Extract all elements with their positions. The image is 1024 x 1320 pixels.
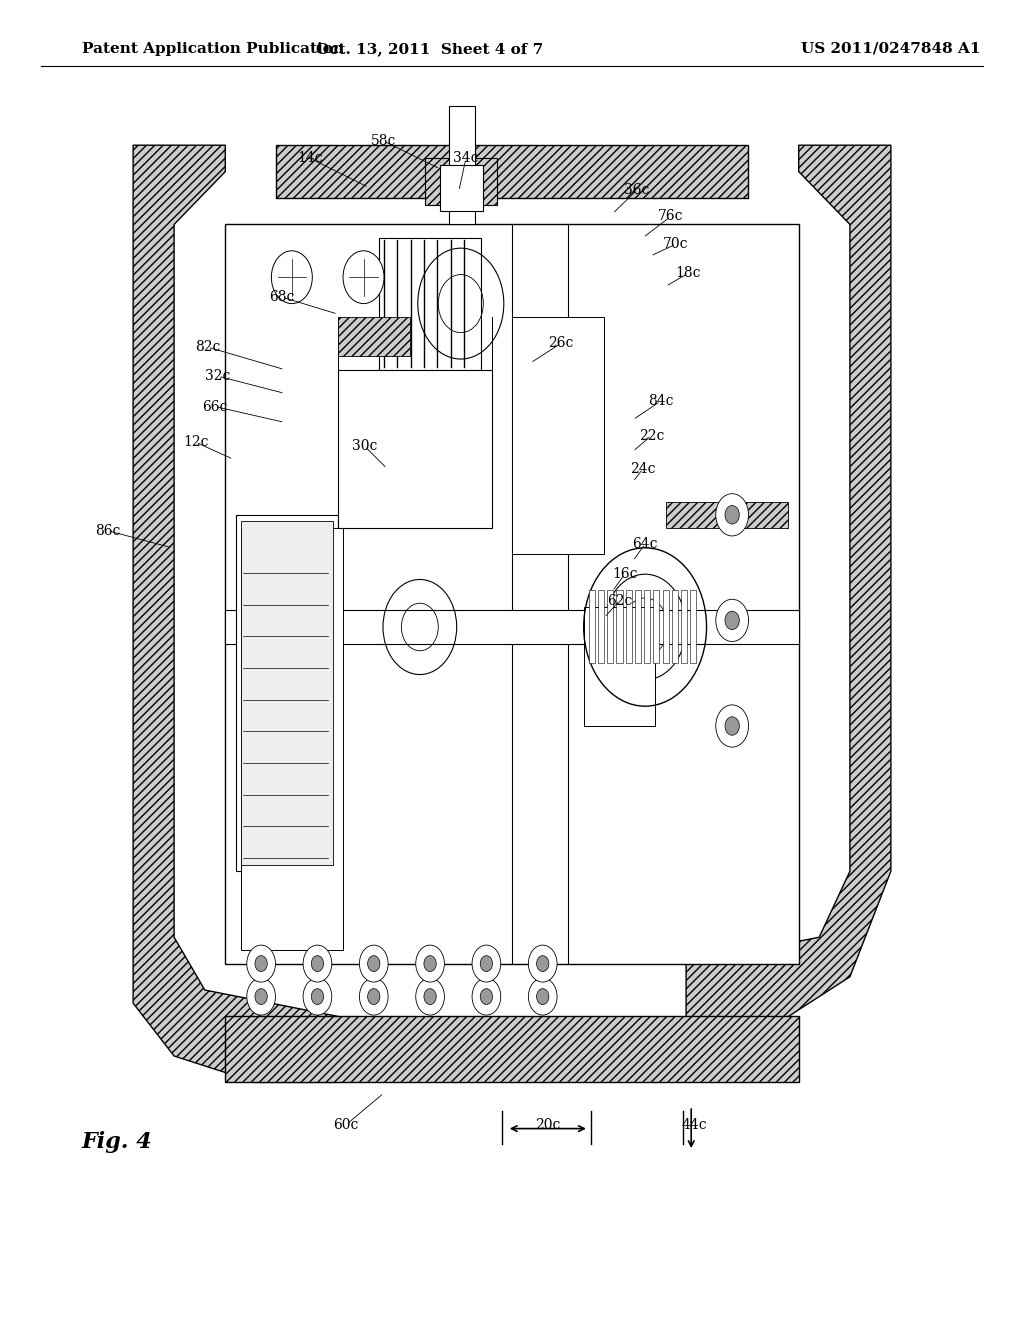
Bar [449,106,475,224]
Text: 22c: 22c [639,429,664,442]
Bar [241,528,343,950]
Circle shape [528,945,557,982]
Circle shape [725,506,739,524]
Circle shape [528,978,557,1015]
Polygon shape [666,502,788,528]
Text: 66c: 66c [203,400,227,413]
Circle shape [359,978,388,1015]
Circle shape [716,705,749,747]
Text: 16c: 16c [612,568,637,581]
Circle shape [311,989,324,1005]
Bar [440,165,483,211]
Text: 32c: 32c [206,370,230,383]
Circle shape [424,956,436,972]
Circle shape [472,978,501,1015]
Bar [690,590,696,663]
Bar [663,590,669,663]
Text: 12c: 12c [183,436,208,449]
Circle shape [424,989,436,1005]
Text: 36c: 36c [625,183,649,197]
Circle shape [271,251,312,304]
Polygon shape [686,145,891,1030]
Text: Patent Application Publication: Patent Application Publication [82,42,344,55]
Text: US 2011/0247848 A1: US 2011/0247848 A1 [801,42,981,55]
Bar [225,610,799,644]
Circle shape [255,956,267,972]
Text: 14c: 14c [297,152,324,165]
Text: 34c: 34c [454,152,478,165]
Bar [589,590,595,663]
Bar [653,590,659,663]
Circle shape [368,956,380,972]
Bar [607,590,613,663]
Circle shape [725,611,739,630]
Circle shape [537,989,549,1005]
Polygon shape [276,145,748,198]
Polygon shape [225,1016,799,1082]
Polygon shape [133,145,338,1082]
Circle shape [303,978,332,1015]
Text: 76c: 76c [658,210,683,223]
Text: 82c: 82c [196,341,220,354]
Bar [635,590,641,663]
Text: 62c: 62c [607,594,632,607]
Circle shape [480,989,493,1005]
Circle shape [311,956,324,972]
Text: 44c: 44c [681,1118,708,1131]
Bar [379,238,481,370]
Bar [672,590,678,663]
Text: 84c: 84c [648,395,673,408]
Circle shape [303,945,332,982]
Text: 24c: 24c [631,462,655,475]
Text: 60c: 60c [334,1118,358,1131]
Bar [598,590,604,663]
Circle shape [716,599,749,642]
Text: 70c: 70c [664,238,688,251]
Circle shape [416,978,444,1015]
Bar [236,515,338,871]
Circle shape [359,945,388,982]
Bar [512,317,604,554]
Circle shape [716,494,749,536]
Circle shape [247,945,275,982]
Text: 26c: 26c [549,337,573,350]
Circle shape [725,717,739,735]
Circle shape [255,989,267,1005]
Bar [626,590,632,663]
Circle shape [368,989,380,1005]
Text: 20c: 20c [536,1118,560,1131]
Text: Fig. 4: Fig. 4 [82,1131,153,1152]
Circle shape [416,945,444,982]
Bar [425,158,497,205]
Bar [616,590,623,663]
Circle shape [537,956,549,972]
Bar [225,224,799,964]
Text: 68c: 68c [269,290,294,304]
Text: 30c: 30c [352,440,377,453]
Bar [584,607,655,726]
Text: 86c: 86c [95,524,120,537]
Circle shape [247,978,275,1015]
Bar [681,590,687,663]
Polygon shape [338,317,410,356]
Text: 64c: 64c [633,537,657,550]
Text: 58c: 58c [372,135,396,148]
Text: 18c: 18c [676,267,700,280]
Bar [338,370,492,528]
Text: Oct. 13, 2011  Sheet 4 of 7: Oct. 13, 2011 Sheet 4 of 7 [316,42,544,55]
Bar [644,590,650,663]
Circle shape [343,251,384,304]
Circle shape [480,956,493,972]
Circle shape [472,945,501,982]
Bar [241,521,333,865]
